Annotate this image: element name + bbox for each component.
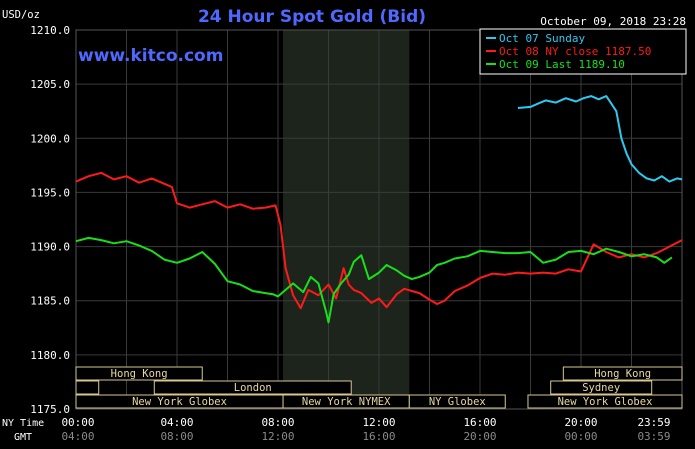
y-tick-label: 1190.0 (30, 241, 70, 254)
session-box (153, 380, 352, 395)
site-watermark: www.kitco.com (78, 46, 223, 66)
y-tick-label: 1205.0 (30, 78, 70, 91)
legend: Oct 07 Sunday Oct 08 NY close 1187.50 Oc… (479, 28, 687, 75)
session-label: New York Globex (558, 396, 653, 408)
y-tick-label: 1185.0 (30, 295, 70, 308)
legend-label-oct08: Oct 08 NY close 1187.50 (499, 45, 651, 58)
x-tick-label-gmt: 08:00 (160, 430, 193, 443)
x-tick-label-ny: 20:00 (564, 416, 597, 429)
legend-label-oct09: Oct 09 Last 1189.10 (499, 58, 625, 71)
datetime-stamp: October 09, 2018 23:28 (540, 15, 686, 28)
x-tick-label-ny: 00:00 (61, 416, 94, 429)
chart-title: 24 Hour Spot Gold (Bid) (198, 7, 426, 27)
x-tick-label-ny: 04:00 (160, 416, 193, 429)
session-box (527, 394, 683, 409)
series-line-0 (517, 95, 683, 183)
x-tick-label-gmt: 04:00 (61, 430, 94, 443)
x-tick-label-ny: 23:59 (637, 416, 670, 429)
session-label: Sydney (582, 382, 620, 394)
series-line-2 (75, 236, 673, 324)
session-box (550, 380, 653, 395)
session-box (408, 394, 506, 409)
x-row-label-gmt: GMT (14, 432, 32, 443)
session-label: New York Globex (132, 396, 227, 408)
y-tick-label: 1180.0 (30, 349, 70, 362)
x-axis-ticks: 00:0004:0004:0008:0008:0012:0012:0016:00… (61, 416, 670, 443)
legend-box (479, 28, 687, 75)
x-tick-label-gmt: 00:00 (564, 430, 597, 443)
session-label: London (234, 382, 272, 394)
y-tick-label: 1195.0 (30, 186, 70, 199)
session-label: New York NYMEX (302, 396, 391, 408)
y-axis-unit: USD/oz (2, 9, 40, 21)
plot-frame (75, 29, 683, 410)
x-tick-label-gmt: 03:59 (637, 430, 670, 443)
x-tick-label-ny: 12:00 (362, 416, 395, 429)
y-tick-label: 1210.0 (30, 24, 70, 37)
grid-lines (75, 29, 683, 410)
legend-label-oct07: Oct 07 Sunday (499, 32, 585, 45)
nymex-shaded-region (283, 30, 410, 409)
session-label: NY Globex (429, 396, 486, 408)
market-sessions: Hong Kong Hong Kong London Sydney New York G… (75, 366, 683, 409)
x-tick-label-gmt: 20:00 (463, 430, 496, 443)
x-tick-label-gmt: 16:00 (362, 430, 395, 443)
session-label: Hong Kong (594, 368, 651, 380)
y-tick-label: 1200.0 (30, 132, 70, 145)
series-line-1 (75, 171, 683, 310)
y-axis-ticks: 1175.0 1180.0 1185.0 1190.0 1195.0 1200.0 1205… (30, 24, 70, 416)
x-tick-label-ny: 16:00 (463, 416, 496, 429)
x-tick-label-gmt: 12:00 (261, 430, 294, 443)
x-row-label-ny: NY Time (2, 418, 44, 429)
session-label: Hong Kong (111, 368, 168, 380)
session-box (562, 366, 683, 381)
session-box (75, 380, 100, 395)
x-tick-label-ny: 08:00 (261, 416, 294, 429)
price-lines (75, 95, 683, 324)
y-tick-label: 1175.0 (30, 403, 70, 416)
session-box (75, 366, 203, 381)
